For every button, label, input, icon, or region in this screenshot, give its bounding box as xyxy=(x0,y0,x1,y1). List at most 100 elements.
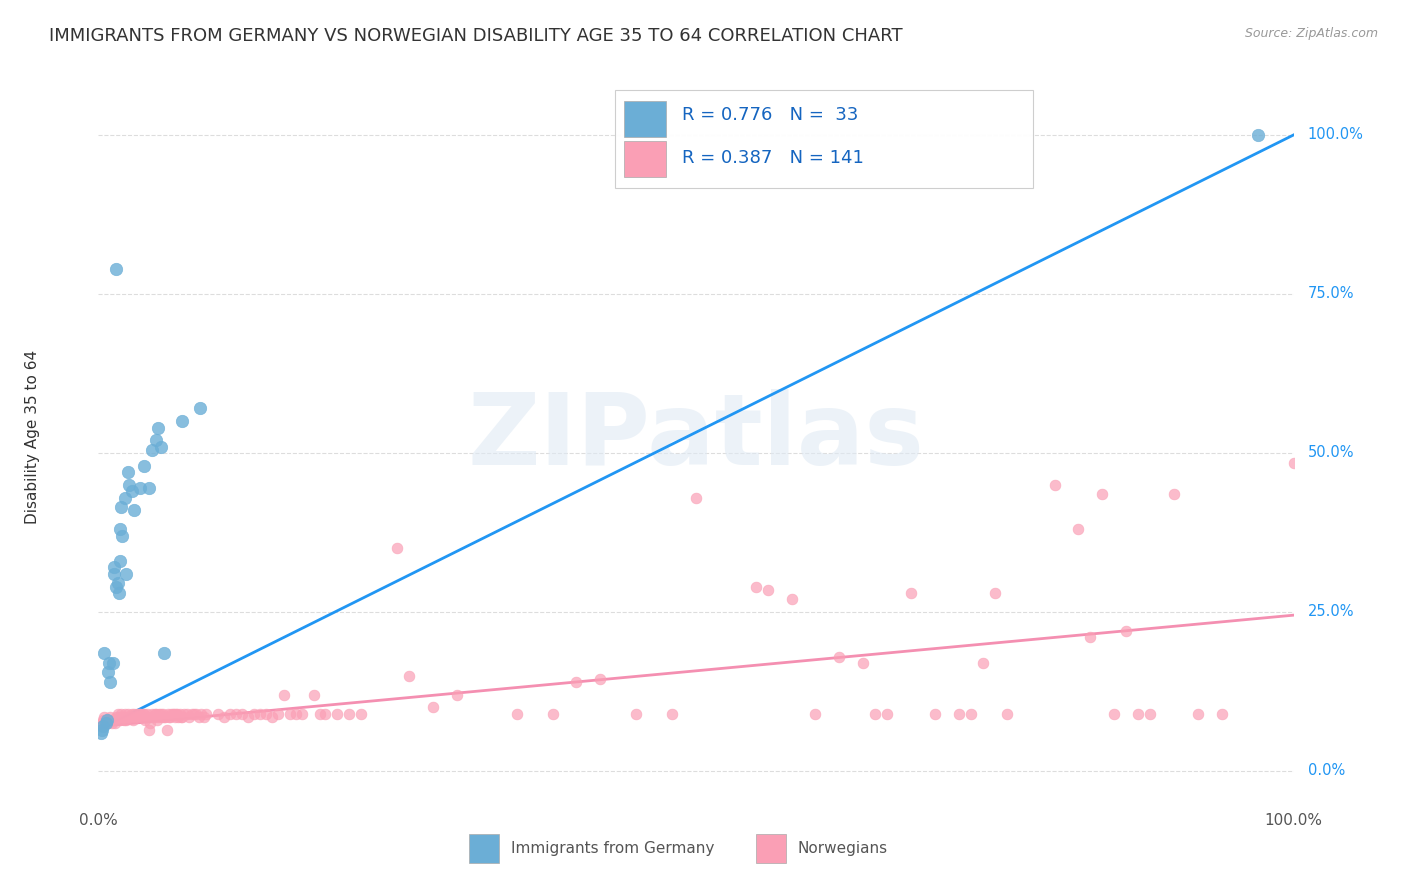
Point xyxy=(745,580,768,594)
Bar xyxy=(756,833,786,863)
Point xyxy=(1139,706,1161,721)
Point xyxy=(685,491,707,505)
Point xyxy=(339,706,361,721)
Point xyxy=(225,706,247,721)
Text: Disability Age 35 to 64: Disability Age 35 to 64 xyxy=(25,350,41,524)
Point xyxy=(153,710,176,724)
Point xyxy=(589,672,612,686)
Point xyxy=(93,710,115,724)
Text: 75.0%: 75.0% xyxy=(1308,286,1354,301)
Point xyxy=(108,713,131,727)
Text: 25.0%: 25.0% xyxy=(1308,605,1354,619)
Point xyxy=(924,706,946,721)
Point xyxy=(108,522,131,536)
Point xyxy=(149,706,172,721)
Point xyxy=(661,706,683,721)
Point xyxy=(852,656,875,670)
Text: R = 0.776   N =  33: R = 0.776 N = 33 xyxy=(682,106,858,124)
Point xyxy=(117,465,139,479)
Point xyxy=(124,710,146,724)
Point xyxy=(110,706,132,721)
Point xyxy=(118,477,141,491)
Point xyxy=(105,710,128,724)
Point xyxy=(219,706,242,721)
Point xyxy=(162,706,184,721)
Point xyxy=(98,713,121,727)
Point xyxy=(101,713,124,727)
Point xyxy=(422,700,444,714)
Point xyxy=(124,503,146,517)
Point xyxy=(148,420,170,434)
Point xyxy=(112,713,135,727)
Point xyxy=(129,481,152,495)
Point xyxy=(179,710,201,724)
Point xyxy=(1282,456,1305,470)
Point xyxy=(145,706,167,721)
Point xyxy=(626,706,648,721)
Point xyxy=(122,713,145,727)
Point xyxy=(129,706,152,721)
Point xyxy=(107,586,129,600)
Point xyxy=(135,710,157,724)
Point xyxy=(180,706,202,721)
Text: Source: ZipAtlas.com: Source: ZipAtlas.com xyxy=(1244,27,1378,40)
Point xyxy=(139,710,162,724)
Point xyxy=(948,706,970,721)
Point xyxy=(121,484,143,499)
Point xyxy=(132,706,155,721)
Point xyxy=(865,706,887,721)
Point xyxy=(167,710,190,724)
Point xyxy=(141,442,163,457)
Point xyxy=(98,675,122,690)
Point xyxy=(1080,631,1102,645)
Point xyxy=(96,713,118,727)
Point xyxy=(90,719,112,733)
Point xyxy=(350,706,373,721)
Point xyxy=(94,716,117,731)
Point xyxy=(118,710,141,724)
Point xyxy=(107,706,129,721)
Point xyxy=(385,541,409,556)
Point xyxy=(97,716,120,731)
Point xyxy=(804,706,827,721)
Point xyxy=(254,706,277,721)
Point xyxy=(124,706,146,721)
Point xyxy=(876,706,898,721)
Point xyxy=(96,713,118,727)
Point xyxy=(111,710,134,724)
Text: Norwegians: Norwegians xyxy=(797,841,887,856)
Point xyxy=(91,713,114,727)
Point xyxy=(243,706,266,721)
Point xyxy=(128,706,150,721)
Text: IMMIGRANTS FROM GERMANY VS NORWEGIAN DISABILITY AGE 35 TO 64 CORRELATION CHART: IMMIGRANTS FROM GERMANY VS NORWEGIAN DIS… xyxy=(49,27,903,45)
Point xyxy=(326,706,349,721)
Point xyxy=(541,706,564,721)
Point xyxy=(212,710,235,724)
Point xyxy=(165,706,187,721)
Point xyxy=(273,688,295,702)
Point xyxy=(186,706,208,721)
Point xyxy=(756,582,779,597)
Point xyxy=(114,491,136,505)
Point xyxy=(506,706,529,721)
Point xyxy=(110,500,132,514)
Point xyxy=(132,458,155,473)
Point xyxy=(138,481,160,495)
Point xyxy=(143,706,166,721)
Point xyxy=(166,706,188,721)
Point xyxy=(176,706,198,721)
Point xyxy=(148,706,170,721)
Point xyxy=(900,586,922,600)
Bar xyxy=(624,101,666,137)
Point xyxy=(90,726,112,740)
Point xyxy=(91,723,114,737)
Point xyxy=(98,710,122,724)
Point xyxy=(105,261,128,276)
Point xyxy=(100,716,122,731)
Point xyxy=(1128,706,1150,721)
Point xyxy=(115,713,138,727)
Point xyxy=(111,529,134,543)
Point xyxy=(105,580,128,594)
Point xyxy=(138,723,160,737)
Point xyxy=(828,649,851,664)
